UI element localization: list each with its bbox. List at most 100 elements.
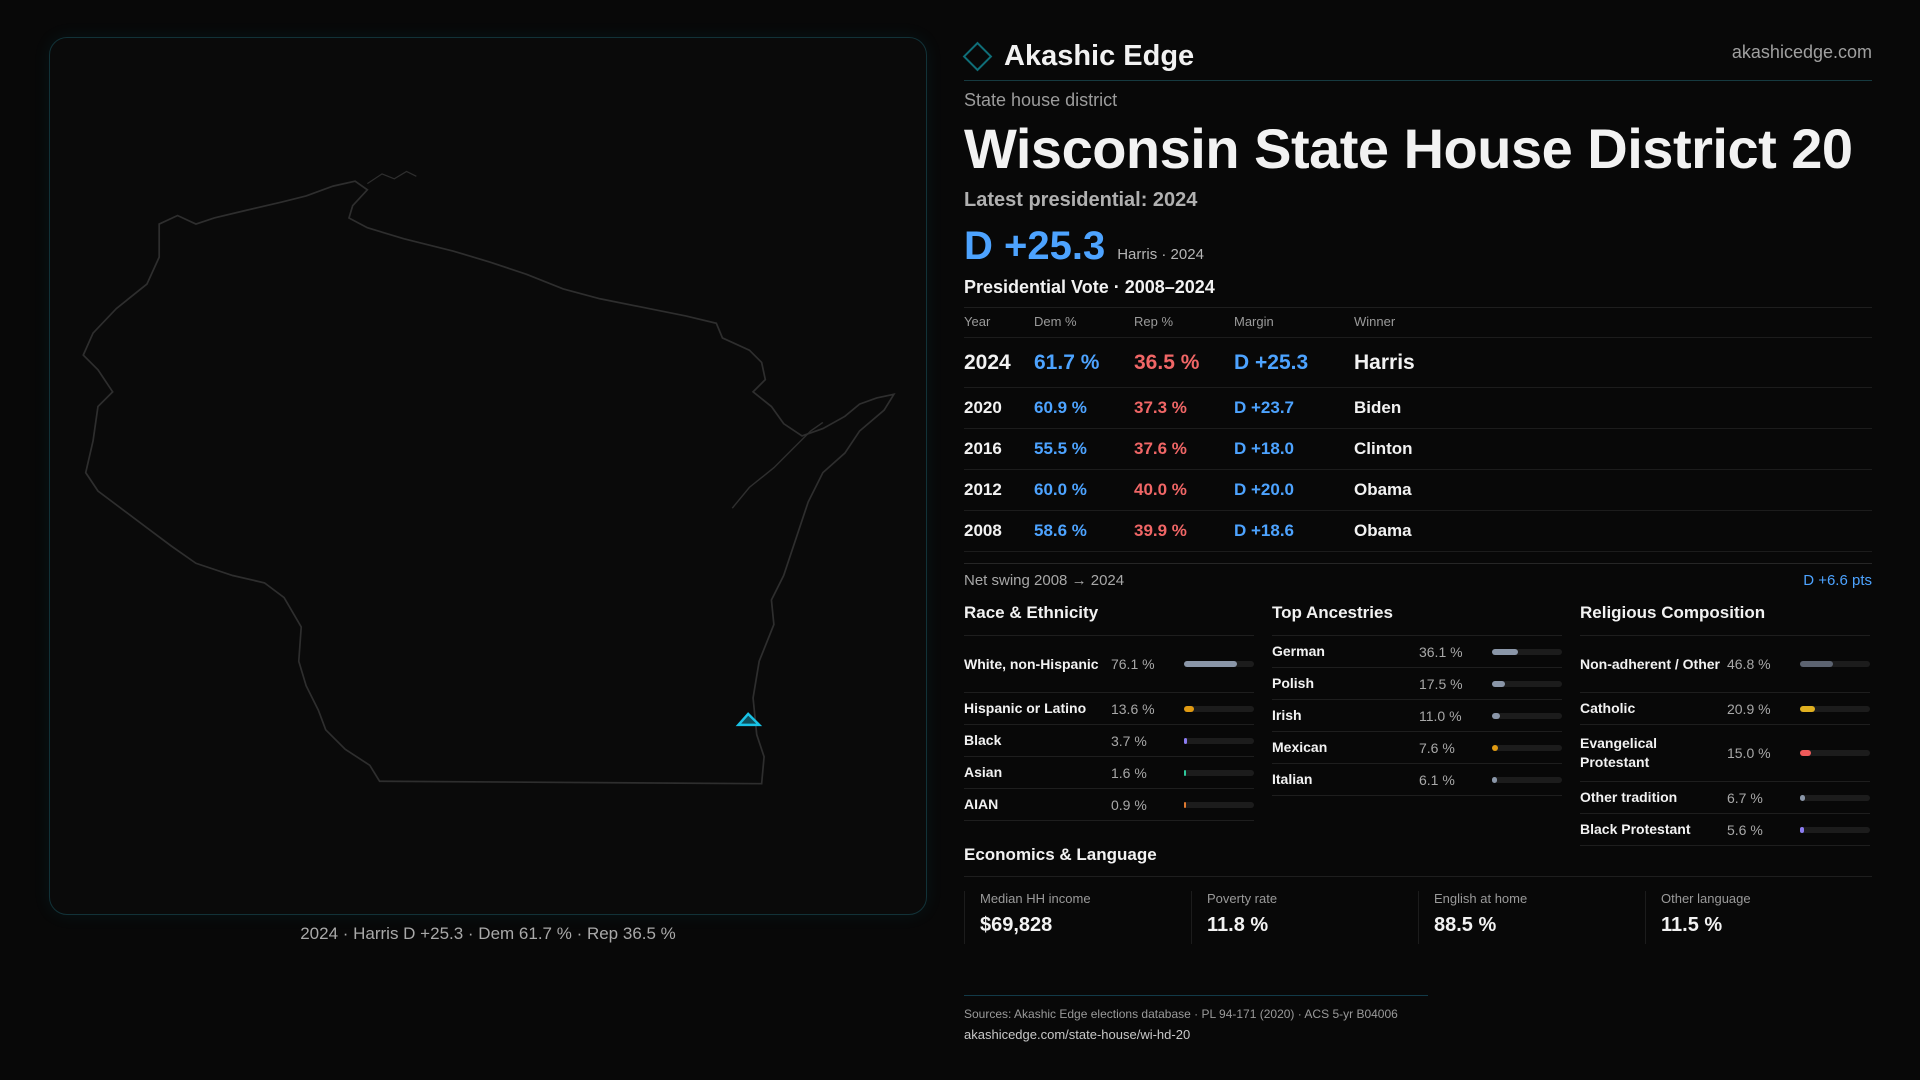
stat-bar <box>1492 648 1562 655</box>
stat-bar <box>1184 705 1254 712</box>
cell-margin: D +18.0 <box>1234 439 1295 458</box>
cell-rep: 37.3 % <box>1134 398 1187 417</box>
card-value: $69,828 <box>980 914 1053 936</box>
stat-row: Mexican 7.6 % <box>1272 732 1562 764</box>
col-winner: Winner <box>1354 314 1396 329</box>
cell-winner: Harris <box>1354 350 1415 374</box>
stat-label: Asian <box>964 764 1003 780</box>
card-label: Poverty rate <box>1207 891 1278 906</box>
stat-row: Hispanic or Latino 13.6 % <box>964 693 1254 725</box>
district-marker[interactable] <box>735 712 763 727</box>
latest-sub: Harris · 2024 <box>1117 246 1204 263</box>
stat-value: 20.9 % <box>1726 700 1771 717</box>
stat-label: AIAN <box>964 796 999 812</box>
stat-value: 3.7 % <box>1110 732 1147 749</box>
cell-winner: Obama <box>1354 521 1412 540</box>
stat-label: White, non-Hispanic <box>964 655 1099 672</box>
sources-text: Sources: Akashic Edge elections database… <box>964 1007 1398 1021</box>
cell-year: 2012 <box>964 480 1002 499</box>
latest-result: D +25.3 Harris · 2024 <box>964 224 1872 269</box>
economics-cards: Median HH income $69,828 Poverty rate 11.8 … <box>964 891 1872 944</box>
stat-value: 0.9 % <box>1110 796 1147 813</box>
cell-year: 2008 <box>964 521 1002 540</box>
section-race-ethnicity: Race & Ethnicity White, non-Hispanic 76.1 … <box>964 603 1254 821</box>
diamond-logo-icon <box>962 41 993 72</box>
vote-row: 2008 58.6 % 39.9 % D +18.6 Obama <box>964 511 1872 552</box>
stat-row: Non-adherent / Other 46.8 % <box>1580 636 1870 693</box>
stat-bar <box>1492 776 1562 783</box>
stat-bar-fill <box>1184 801 1187 808</box>
section-top-ancestries: Top Ancestries German 36.1 % Polish 17.5 % Ir… <box>1272 603 1562 796</box>
stat-label: German <box>1272 643 1325 659</box>
vote-row: 2016 55.5 % 37.6 % D +18.0 Clinton <box>964 429 1872 470</box>
header-divider <box>964 80 1872 81</box>
cell-margin: D +18.6 <box>1234 521 1295 540</box>
stat-value: 6.1 % <box>1418 771 1455 788</box>
stat-value: 7.6 % <box>1418 739 1455 756</box>
stat-bar-fill <box>1800 705 1815 712</box>
cell-dem: 60.9 % <box>1034 398 1087 417</box>
cell-margin: D +25.3 <box>1234 350 1309 374</box>
stat-label: Catholic <box>1580 700 1636 716</box>
stat-row: White, non-Hispanic 76.1 % <box>964 636 1254 693</box>
stat-row: Other tradition 6.7 % <box>1580 782 1870 814</box>
stat-row: Italian 6.1 % <box>1272 764 1562 796</box>
cell-dem: 58.6 % <box>1034 521 1087 540</box>
cell-margin: D +23.7 <box>1234 398 1295 417</box>
stat-bar <box>1800 661 1870 667</box>
stat-value: 11.0 % <box>1418 707 1462 724</box>
brand-name: Akashic Edge <box>1004 40 1195 72</box>
map-panel[interactable] <box>49 37 927 915</box>
stat-value: 46.8 % <box>1726 656 1771 672</box>
stat-value: 1.6 % <box>1110 764 1147 781</box>
stat-row: Black 3.7 % <box>964 725 1254 757</box>
stat-bar-fill <box>1184 769 1187 776</box>
cell-dem: 55.5 % <box>1034 439 1087 458</box>
stat-bar-fill <box>1184 661 1238 667</box>
net-swing: Net swing 2008 → 2024 D +6.6 pts <box>964 572 1872 589</box>
card-value: 88.5 % <box>1434 914 1497 936</box>
stat-value: 15.0 % <box>1726 745 1771 761</box>
stat-label: Evangelical Protestant <box>1580 735 1658 770</box>
card-value: 11.8 % <box>1207 914 1269 936</box>
stat-bar <box>1184 661 1254 667</box>
vote-table-header: Year Dem % Rep % Margin Winner <box>964 314 1872 329</box>
section-title: Race & Ethnicity <box>964 603 1254 636</box>
stat-row: German 36.1 % <box>1272 636 1562 668</box>
stat-bar-fill <box>1492 712 1501 719</box>
stat-row: Polish 17.5 % <box>1272 668 1562 700</box>
source-url[interactable]: akashicedge.com/state-house/wi-hd-20 <box>964 1027 1191 1042</box>
sources: Sources: Akashic Edge elections database… <box>964 995 1428 1042</box>
site-link[interactable]: akashicedge.com <box>1731 42 1872 62</box>
cell-rep: 36.5 % <box>1134 350 1200 374</box>
stat-value: 6.7 % <box>1726 789 1763 806</box>
economics-card: English at home 88.5 % <box>1418 891 1645 944</box>
stat-label: Irish <box>1272 707 1302 723</box>
vote-table-body: 2024 61.7 % 36.5 % D +25.3 Harris 2020 60.9 % 3… <box>964 337 1872 552</box>
cell-year: 2024 <box>964 350 1011 374</box>
vote-row: 2012 60.0 % 40.0 % D +20.0 Obama <box>964 470 1872 511</box>
stat-bar-fill <box>1492 776 1497 783</box>
apostle-islands <box>367 170 417 185</box>
stat-row: Black Protestant 5.6 % <box>1580 814 1870 846</box>
brand-logo[interactable]: Akashic Edge <box>962 40 1872 73</box>
col-margin: Margin <box>1234 314 1274 329</box>
vote-row: 2020 60.9 % 37.3 % D +23.7 Biden <box>964 388 1872 429</box>
kicker: State house district <box>964 90 1118 110</box>
economics-card: Other language 11.5 % <box>1645 891 1872 944</box>
divider <box>964 307 1872 308</box>
stat-bar <box>1800 826 1870 833</box>
stat-bar <box>1184 769 1254 776</box>
stat-bar-fill <box>1184 737 1188 744</box>
vote-table-title: Presidential Vote · 2008–2024 <box>964 277 1215 297</box>
stat-bar-fill <box>1184 705 1194 712</box>
economics-card: Median HH income $69,828 <box>964 891 1191 944</box>
economics-card: Poverty rate 11.8 % <box>1191 891 1418 944</box>
cell-rep: 40.0 % <box>1134 480 1187 499</box>
stat-bar-fill <box>1492 680 1505 687</box>
section-religious-composition: Religious Composition Non-adherent / Othe… <box>1580 603 1870 846</box>
card-value: 11.5 % <box>1661 914 1723 936</box>
stat-value: 13.6 % <box>1110 700 1155 717</box>
stat-bar <box>1184 737 1254 744</box>
